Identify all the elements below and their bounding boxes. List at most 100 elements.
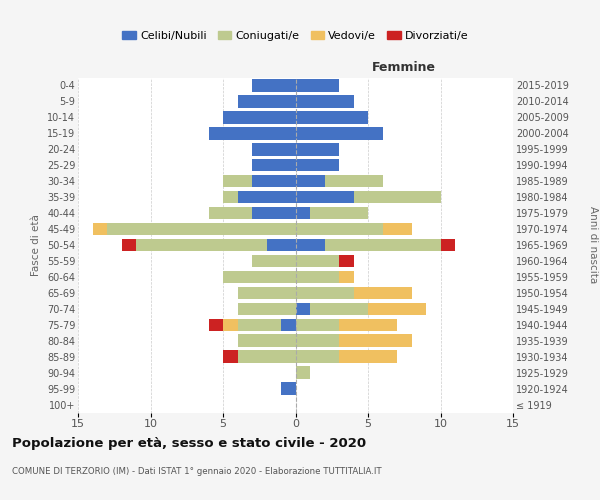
Bar [296, 223, 412, 235]
Text: COMUNE DI TERZORIO (IM) - Dati ISTAT 1° gennaio 2020 - Elaborazione TUTTITALIA.I: COMUNE DI TERZORIO (IM) - Dati ISTAT 1° … [12, 468, 382, 476]
Bar [296, 207, 368, 220]
Bar [238, 334, 296, 347]
Bar [296, 334, 339, 347]
Bar [296, 80, 339, 92]
Bar [296, 366, 310, 379]
Bar [296, 127, 383, 140]
Bar [296, 127, 383, 140]
Bar [209, 127, 296, 140]
Bar [209, 207, 296, 220]
Bar [296, 239, 440, 251]
Bar [296, 175, 383, 188]
Bar [223, 270, 296, 283]
Bar [296, 239, 325, 251]
Bar [296, 239, 455, 251]
Bar [238, 95, 296, 108]
Bar [238, 350, 296, 363]
Bar [296, 127, 383, 140]
Bar [223, 111, 296, 124]
Bar [252, 143, 296, 156]
Bar [238, 302, 296, 315]
Bar [296, 191, 353, 203]
Bar [252, 254, 296, 267]
Bar [296, 254, 353, 267]
Bar [296, 175, 383, 188]
Bar [296, 207, 368, 220]
Bar [209, 318, 296, 331]
Bar [296, 143, 339, 156]
Bar [238, 350, 296, 363]
Bar [296, 111, 368, 124]
Bar [296, 191, 440, 203]
Bar [296, 302, 426, 315]
Bar [238, 334, 296, 347]
Bar [296, 80, 339, 92]
Bar [223, 191, 296, 203]
Bar [296, 159, 339, 172]
Bar [223, 191, 296, 203]
Bar [252, 159, 296, 172]
Bar [296, 111, 368, 124]
Bar [296, 111, 368, 124]
Bar [296, 191, 440, 203]
Bar [296, 350, 397, 363]
Bar [296, 366, 310, 379]
Bar [107, 223, 296, 235]
Bar [136, 239, 296, 251]
Bar [296, 270, 353, 283]
Bar [238, 95, 296, 108]
Bar [238, 95, 296, 108]
Bar [238, 95, 296, 108]
Bar [281, 382, 296, 395]
Bar [296, 159, 339, 172]
Bar [238, 191, 296, 203]
Bar [136, 239, 296, 251]
Bar [238, 334, 296, 347]
Bar [252, 207, 296, 220]
Bar [121, 239, 296, 251]
Bar [209, 127, 296, 140]
Bar [252, 159, 296, 172]
Bar [252, 143, 296, 156]
Bar [296, 350, 397, 363]
Bar [238, 302, 296, 315]
Bar [252, 143, 296, 156]
Bar [296, 270, 353, 283]
Bar [296, 302, 426, 315]
Bar [296, 254, 339, 267]
Y-axis label: Fasce di età: Fasce di età [31, 214, 41, 276]
Bar [296, 302, 310, 315]
Bar [209, 207, 296, 220]
Bar [296, 175, 383, 188]
Bar [223, 111, 296, 124]
Bar [296, 95, 353, 108]
Bar [296, 239, 440, 251]
Bar [296, 80, 339, 92]
Bar [92, 223, 296, 235]
Bar [296, 191, 440, 203]
Bar [252, 80, 296, 92]
Bar [92, 223, 296, 235]
Bar [223, 270, 296, 283]
Bar [296, 207, 310, 220]
Legend: Celibi/Nubili, Coniugati/e, Vedovi/e, Divorziati/e: Celibi/Nubili, Coniugati/e, Vedovi/e, Di… [122, 31, 469, 41]
Bar [296, 366, 310, 379]
Bar [296, 143, 339, 156]
Bar [296, 159, 339, 172]
Bar [252, 143, 296, 156]
Bar [209, 207, 296, 220]
Bar [296, 80, 339, 92]
Bar [223, 318, 296, 331]
Bar [296, 127, 383, 140]
Bar [223, 175, 296, 188]
Bar [296, 95, 353, 108]
Bar [252, 80, 296, 92]
Bar [209, 127, 296, 140]
Bar [296, 143, 339, 156]
Bar [296, 95, 353, 108]
Bar [296, 350, 339, 363]
Bar [296, 302, 368, 315]
Bar [252, 254, 296, 267]
Bar [296, 143, 339, 156]
Bar [238, 318, 296, 331]
